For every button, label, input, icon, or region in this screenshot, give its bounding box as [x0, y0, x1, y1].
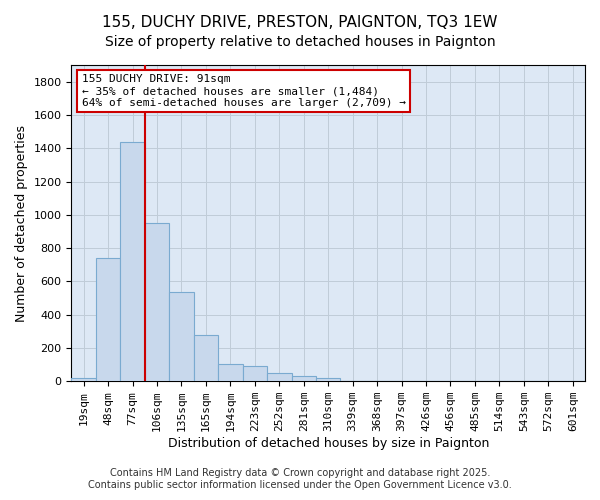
Bar — [316, 378, 340, 381]
Bar — [292, 376, 316, 381]
Bar — [267, 373, 292, 381]
Y-axis label: Number of detached properties: Number of detached properties — [15, 124, 28, 322]
Text: 155 DUCHY DRIVE: 91sqm
← 35% of detached houses are smaller (1,484)
64% of semi-: 155 DUCHY DRIVE: 91sqm ← 35% of detached… — [82, 74, 406, 108]
Text: 155, DUCHY DRIVE, PRESTON, PAIGNTON, TQ3 1EW: 155, DUCHY DRIVE, PRESTON, PAIGNTON, TQ3… — [102, 15, 498, 30]
Text: Size of property relative to detached houses in Paignton: Size of property relative to detached ho… — [104, 35, 496, 49]
Bar — [71, 378, 96, 381]
Bar — [194, 336, 218, 381]
Bar — [169, 292, 194, 381]
X-axis label: Distribution of detached houses by size in Paignton: Distribution of detached houses by size … — [167, 437, 489, 450]
Bar — [242, 366, 267, 381]
Bar — [218, 364, 242, 381]
Bar — [96, 258, 121, 381]
Text: Contains HM Land Registry data © Crown copyright and database right 2025.
Contai: Contains HM Land Registry data © Crown c… — [88, 468, 512, 490]
Bar — [145, 223, 169, 381]
Bar — [121, 142, 145, 381]
